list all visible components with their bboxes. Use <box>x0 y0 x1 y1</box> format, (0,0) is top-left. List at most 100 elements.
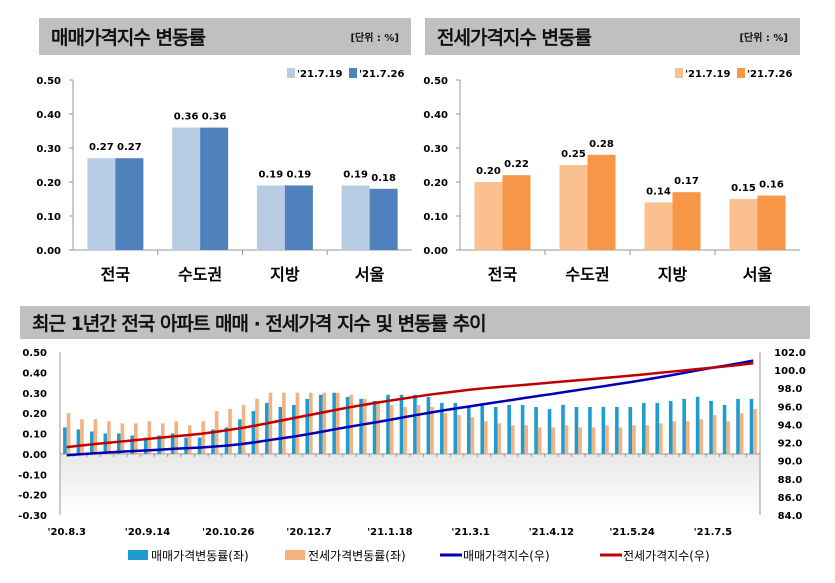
bar-jeonse-rate <box>457 415 461 454</box>
right-tick-label: 98.0 <box>778 384 803 395</box>
right-tick-label: 92.0 <box>778 439 803 450</box>
bar-jeonse-rate <box>510 425 515 454</box>
bar-sale-rate <box>291 404 296 454</box>
bar-0-1 <box>369 188 398 250</box>
bar-sale-rate <box>76 429 81 454</box>
bar-jeonse-rate <box>403 407 407 454</box>
data-label: 0.16 <box>759 180 784 191</box>
bar-sale-rate <box>63 427 67 454</box>
x-tick-label: '20.8.3 <box>47 527 86 538</box>
data-label: 0.17 <box>674 176 699 187</box>
data-label: 0.36 <box>174 112 199 123</box>
legend-swatch <box>285 550 305 560</box>
bar-sale-rate <box>143 437 148 454</box>
legend-label: 전세가격지수(우) <box>623 549 710 563</box>
bar-jeonse-rate <box>524 425 529 454</box>
y-tick-label: 0.40 <box>36 110 61 121</box>
bar-0-0 <box>172 127 201 250</box>
bar-sale-rate <box>641 402 646 454</box>
y-tick-label: 0.10 <box>36 212 61 223</box>
bar-jeonse-rate <box>659 423 663 454</box>
legend-swatch <box>349 68 357 78</box>
bar-jeonse-rate <box>349 394 354 454</box>
bar-sale-rate <box>372 400 377 454</box>
bar-jeonse-rate <box>389 404 394 454</box>
x-tick-label: '20.10.26 <box>202 527 254 538</box>
bar-sale-rate <box>534 407 538 454</box>
bar-jeonse-rate <box>134 423 138 454</box>
category-label: 서울 <box>355 265 385 284</box>
bar-sale-rate <box>318 394 323 454</box>
category-label: 지방 <box>270 265 300 284</box>
bar-jeonse-rate <box>174 421 179 454</box>
right-tick-label: 100.0 <box>774 366 806 377</box>
bar-1-0 <box>644 202 673 250</box>
bar-sale-rate <box>116 433 121 454</box>
bar-jeonse-rate <box>376 400 380 454</box>
bar-sale-rate <box>749 398 754 454</box>
bar-0-1 <box>200 127 229 250</box>
data-label: 0.19 <box>259 169 284 180</box>
data-label: 0.15 <box>731 183 756 194</box>
bar-sale-rate <box>574 407 579 454</box>
y-tick-label: 0.20 <box>423 178 448 189</box>
legend-label: 매매가격변동률(좌) <box>151 549 249 563</box>
bar-0-0 <box>341 185 370 250</box>
data-label: 0.28 <box>589 139 614 150</box>
bar-sale-rate <box>628 407 633 454</box>
data-label: 0.25 <box>561 149 586 160</box>
sale-chart-unit: [단위 : %] <box>350 33 399 44</box>
bar-jeonse-rate <box>362 398 367 454</box>
line-sale-index <box>66 359 754 457</box>
left-tick-label: 0.10 <box>22 430 47 441</box>
category-label: 수도권 <box>178 265 222 284</box>
bar-jeonse-rate <box>739 413 744 454</box>
category-label: 서울 <box>743 265 773 284</box>
x-tick-label: '21.1.18 <box>367 527 412 538</box>
bar-jeonse-rate <box>591 427 596 454</box>
y-tick-label: 0.00 <box>423 246 448 257</box>
trend-chart-title: 최근 1년간 전국 아파트 매매 · 전세가격 지수 및 변동률 추이 <box>32 313 487 335</box>
bar-sale-rate <box>386 394 390 454</box>
bar-jeonse-rate <box>470 417 475 454</box>
bar-jeonse-rate <box>484 421 488 454</box>
left-tick-label: 0.40 <box>22 368 47 379</box>
x-tick-label: '20.12.7 <box>286 527 331 538</box>
y-tick-label: 0.30 <box>36 144 61 155</box>
bar-sale-rate <box>601 407 606 454</box>
bar-sale-rate <box>736 398 740 454</box>
jeonse-chart-title: 전세가격지수 변동률 <box>437 27 592 49</box>
bar-sale-rate <box>170 433 175 454</box>
bar-sale-rate <box>305 398 310 454</box>
bar-sale-rate <box>197 437 202 454</box>
left-tick-label: 0.50 <box>22 348 47 359</box>
bar-0-1 <box>115 158 144 250</box>
x-tick-label: '20.9.14 <box>125 527 170 538</box>
bar-1-0 <box>559 165 588 250</box>
bar-jeonse-rate <box>551 427 555 454</box>
bar-jeonse-rate <box>201 421 205 454</box>
bar-jeonse-rate <box>564 425 569 454</box>
bar-sale-rate <box>655 402 660 454</box>
bar-jeonse-rate <box>605 425 609 454</box>
right-tick-label: 86.0 <box>778 493 803 504</box>
bar-jeonse-rate <box>120 423 125 454</box>
x-tick-label: '21.4.12 <box>529 527 574 538</box>
bar-jeonse-rate <box>443 413 448 454</box>
bar-sale-rate <box>251 411 256 454</box>
legend-swatch <box>737 68 745 78</box>
jeonse-chart-unit: [단위 : %] <box>739 33 788 44</box>
right-tick-label: 88.0 <box>778 475 803 486</box>
y-tick-label: 0.50 <box>36 76 61 87</box>
legend-label: '21.7.26 <box>359 69 404 80</box>
right-tick-label: 96.0 <box>778 402 803 413</box>
bar-jeonse-rate <box>66 413 71 454</box>
bar-sale-rate <box>709 400 713 454</box>
bar-sale-rate <box>561 404 565 454</box>
bar-jeonse-rate <box>632 425 636 454</box>
bar-sale-rate <box>278 407 283 454</box>
bar-jeonse-rate <box>430 407 434 454</box>
bar-jeonse-rate <box>726 421 730 454</box>
data-label: 0.19 <box>287 169 312 180</box>
bar-sale-rate <box>157 435 161 454</box>
